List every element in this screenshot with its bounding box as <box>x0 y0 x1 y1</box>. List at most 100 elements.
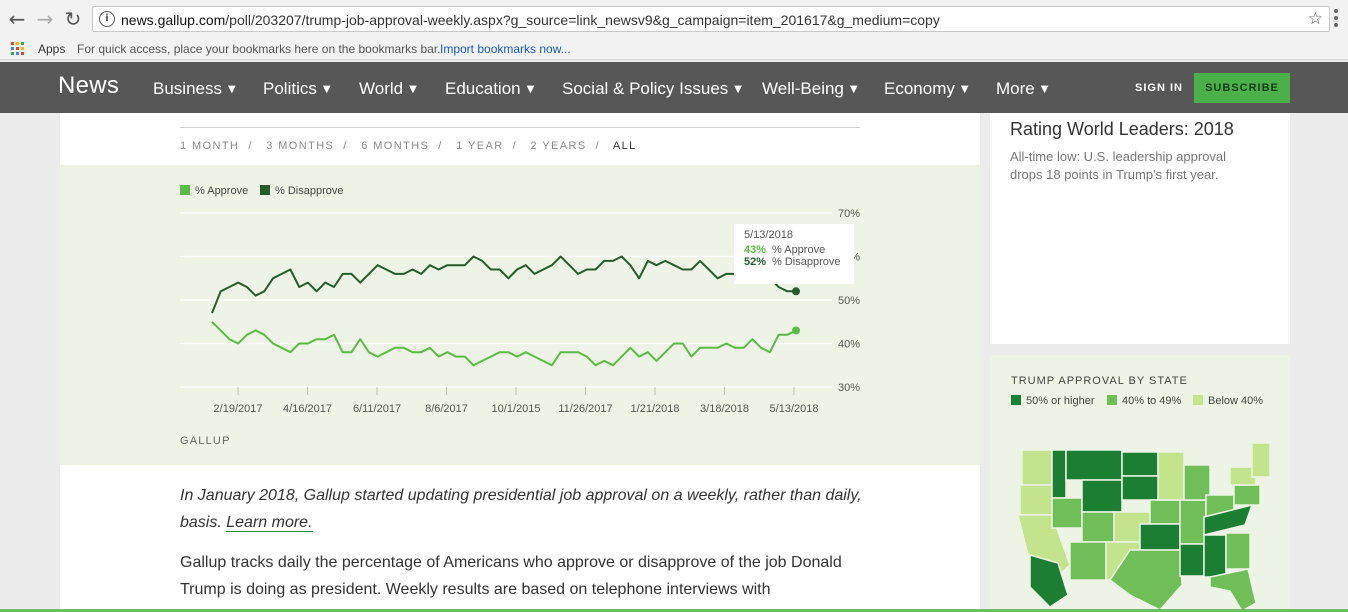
import-bookmarks-link[interactable]: Import bookmarks now... <box>440 42 571 56</box>
forward-arrow-icon[interactable]: → <box>36 7 54 31</box>
address-bar[interactable]: i news.gallup.com/poll/203207/trump-job-… <box>92 6 1330 32</box>
x-tick-label: 10/1/2015 <box>492 403 541 415</box>
us-map[interactable] <box>990 355 1290 612</box>
approve-series-line <box>211 321 797 367</box>
apps-link[interactable]: Apps <box>38 42 66 56</box>
legend-swatch <box>260 185 270 195</box>
map-legend-high: 50% or higher <box>1011 395 1095 407</box>
caret-down-icon: ▼ <box>526 84 535 95</box>
x-tick-label: 5/13/2018 <box>770 403 819 415</box>
legend-swatch <box>1107 395 1117 405</box>
intro-text: In January 2018, Gallup started updating… <box>180 487 862 531</box>
x-tick-label: 1/21/2018 <box>631 403 680 415</box>
caret-down-icon: ▼ <box>960 84 969 95</box>
browser-toolbar: ← → ↻ i news.gallup.com/poll/203207/trum… <box>0 0 1348 38</box>
range-1-year[interactable]: 1 YEAR <box>456 140 504 152</box>
back-arrow-icon[interactable]: ← <box>8 7 26 31</box>
y-tick-label: 30% <box>838 382 860 394</box>
y-tick-label: 50% <box>838 295 860 307</box>
nav-well-being[interactable]: Well-Being ▼ <box>762 79 858 99</box>
intro-paragraph: In January 2018, Gallup started updating… <box>180 482 870 536</box>
bookmark-star-icon[interactable]: ☆ <box>1307 9 1323 29</box>
subscribe-button[interactable]: SUBSCRIBE <box>1194 73 1290 103</box>
map-legend-high-label: 50% or higher <box>1026 395 1095 407</box>
nav-more-label: More <box>996 79 1035 98</box>
map-legend-mid-label: 40% to 49% <box>1122 395 1182 407</box>
approval-chart: 70%60%50%40%30%2/19/20174/16/20176/11/20… <box>60 165 980 465</box>
legend-swatch <box>1011 395 1021 405</box>
related-card-title[interactable]: Rating World Leaders: 2018 <box>1010 119 1234 139</box>
nav-more[interactable]: More ▼ <box>996 79 1048 99</box>
tooltip-date: 5/13/2018 <box>744 229 793 241</box>
disapprove-series-line <box>211 255 796 314</box>
map-legend-low: Below 40% <box>1193 395 1263 407</box>
range-2-years[interactable]: 2 YEARS <box>530 140 587 152</box>
nav-economy-label: Economy <box>884 79 955 98</box>
legend-swatch <box>1193 395 1203 405</box>
tooltip-approve-label: % Approve <box>772 244 826 256</box>
chart-tooltip: 5/13/2018 43% % Approve 52% % Disapprove <box>734 224 854 284</box>
legend-swatch <box>180 185 190 195</box>
legend-label: % Disapprove <box>275 185 343 197</box>
url-text[interactable]: news.gallup.com/poll/203207/trump-job-ap… <box>121 12 940 28</box>
range-3-months[interactable]: 3 MONTHS <box>266 140 335 152</box>
tooltip-disapprove-label: % Disapprove <box>772 256 841 268</box>
map-legend-mid: 40% to 49% <box>1107 395 1181 407</box>
nav-economy[interactable]: Economy ▼ <box>884 79 969 99</box>
site-logo[interactable]: News <box>58 72 120 99</box>
map-title: TRUMP APPROVAL BY STATE <box>1011 375 1188 387</box>
range-6-months[interactable]: 6 MONTHS <box>361 140 430 152</box>
x-tick-label: 3/18/2018 <box>700 403 749 415</box>
nav-business[interactable]: Business ▼ <box>153 79 236 99</box>
range-1-month[interactable]: 1 MONTH <box>180 140 240 152</box>
body-paragraph: Gallup tracks daily the percentage of Am… <box>180 554 842 598</box>
tooltip-disapprove-value: 52% <box>744 256 767 268</box>
info-icon[interactable]: i <box>99 11 115 27</box>
range-selector: 1 MONTH/ 3 MONTHS/ 6 MONTHS/ 1 YEAR/ 2 Y… <box>180 140 637 152</box>
learn-more-link[interactable]: Learn more. <box>226 514 313 532</box>
state-map-card: TRUMP APPROVAL BY STATE 50% or higher 40… <box>990 355 1290 612</box>
caret-down-icon: ▼ <box>322 84 331 95</box>
bookmarks-hint: For quick access, place your bookmarks h… <box>77 42 441 56</box>
caret-down-icon: ▼ <box>849 84 858 95</box>
tooltip-approve-value: 43% <box>744 244 767 256</box>
nav-politics-label: Politics <box>263 79 317 98</box>
reload-icon[interactable]: ↻ <box>64 7 82 31</box>
nav-business-label: Business <box>153 79 222 98</box>
sign-in-link[interactable]: SIGN IN <box>1135 82 1183 94</box>
related-card-desc: All-time low: U.S. leadership approval d… <box>1010 149 1227 182</box>
nav-education[interactable]: Education ▼ <box>445 79 534 99</box>
nav-education-label: Education <box>445 79 521 98</box>
y-tick-label: 40% <box>838 339 860 351</box>
caret-down-icon: ▼ <box>409 84 417 95</box>
browser-menu-icon[interactable] <box>1334 9 1338 29</box>
nav-world[interactable]: World ▼ <box>359 79 417 99</box>
nav-world-label: World <box>359 79 404 98</box>
divider <box>180 127 860 128</box>
url-host: news.gallup.com <box>121 12 226 28</box>
x-tick-label: 4/16/2017 <box>283 403 332 415</box>
nav-politics[interactable]: Politics ▼ <box>263 79 331 99</box>
range-all[interactable]: ALL <box>612 140 637 152</box>
bottom-strip <box>0 609 1348 612</box>
approve-last-point <box>792 326 800 335</box>
map-legend-low-label: Below 40% <box>1208 395 1264 407</box>
legend-label: % Approve <box>195 185 248 197</box>
caret-down-icon: ▼ <box>227 84 236 95</box>
us-map-states <box>1017 442 1271 612</box>
x-tick-label: 2/19/2017 <box>214 403 263 415</box>
y-tick-label: 70% <box>838 208 860 220</box>
gallup-brand: GALLUP <box>180 435 231 447</box>
caret-down-icon: ▼ <box>734 84 742 95</box>
nav-social-policy[interactable]: Social & Policy Issues ▼ <box>562 79 742 99</box>
article-main: 1 MONTH/ 3 MONTHS/ 6 MONTHS/ 1 YEAR/ 2 Y… <box>60 113 980 612</box>
apps-grid-icon[interactable] <box>11 42 24 55</box>
approval-chart-svg[interactable]: 70%60%50%40%30%2/19/20174/16/20176/11/20… <box>60 165 980 465</box>
related-card[interactable]: Rating World Leaders: 2018 All-time low:… <box>990 113 1290 344</box>
disapprove-last-point <box>792 287 800 296</box>
bookmarks-bar: Apps For quick access, place your bookma… <box>0 38 1348 60</box>
x-tick-label: 8/6/2017 <box>425 403 468 415</box>
x-tick-label: 11/26/2017 <box>558 403 612 415</box>
x-tick-label: 6/11/2017 <box>353 403 401 415</box>
url-path: /poll/203207/trump-job-approval-weekly.a… <box>225 12 940 28</box>
